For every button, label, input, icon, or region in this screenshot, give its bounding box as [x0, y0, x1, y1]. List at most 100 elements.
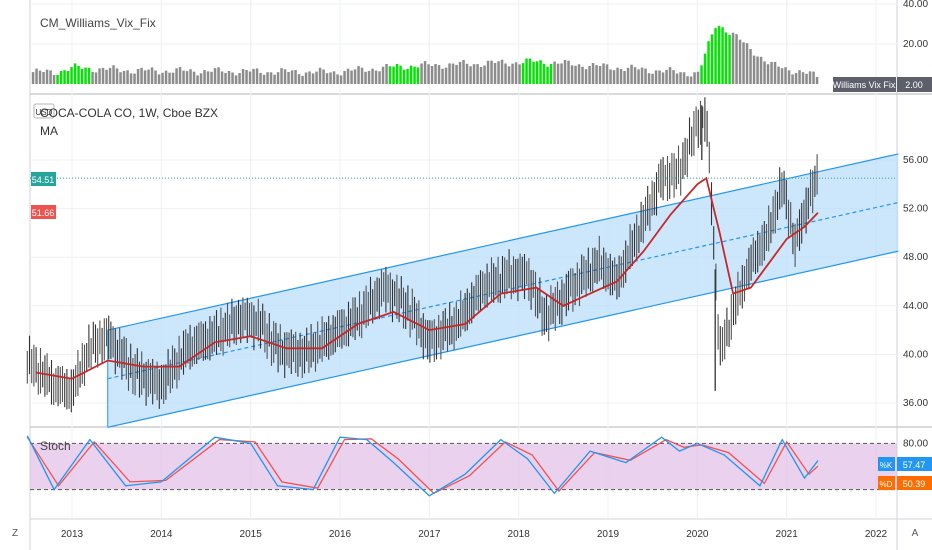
vix-bar	[364, 71, 367, 84]
vix-bar	[472, 64, 476, 84]
vix-bar	[812, 71, 815, 84]
vix-bar	[241, 69, 245, 84]
price-tag: 54.51	[31, 172, 56, 186]
vix-bar	[157, 74, 161, 84]
vix-bar	[665, 69, 668, 84]
timezone-toggle-icon[interactable]: Z	[12, 528, 18, 539]
vix-bar	[231, 72, 234, 84]
vix-bar	[490, 60, 493, 84]
vix-bar	[420, 63, 423, 84]
vix-bar	[570, 65, 574, 84]
price-tag-value: 54.51	[32, 175, 55, 185]
vix-bar	[745, 43, 749, 84]
vix-bar	[584, 69, 588, 84]
vix-bar	[777, 66, 780, 84]
currency-badge[interactable]	[33, 103, 55, 119]
vix-bar	[661, 72, 665, 84]
vix-bar	[756, 56, 759, 84]
vix-bar	[409, 65, 413, 84]
vix-bar	[297, 74, 301, 84]
vix-bar	[70, 67, 73, 84]
vix-axis-tick: 40.00	[903, 0, 928, 10]
vix-bar	[196, 75, 199, 84]
vix-bar	[371, 68, 374, 84]
vix-bar	[598, 66, 602, 84]
vix-bar	[455, 64, 458, 84]
vix-bar	[332, 71, 336, 84]
vix-bar	[203, 70, 206, 84]
vix-bar	[346, 68, 350, 84]
vix-bar	[252, 68, 255, 84]
ma-tag-value: 51.66	[32, 208, 55, 218]
vix-bar	[686, 76, 689, 84]
vix-bar	[395, 64, 399, 84]
vix-bar	[465, 63, 469, 84]
vix-bar	[637, 69, 640, 84]
vix-bar	[329, 72, 332, 84]
channel-upper-line	[107, 153, 899, 331]
vix-bar	[458, 61, 462, 84]
vix-bar	[710, 34, 714, 84]
vix-bar	[339, 75, 343, 84]
price-axis-tick: 40.00	[903, 349, 928, 360]
vix-bar	[378, 71, 381, 84]
vix-bar	[525, 58, 528, 84]
vix-bar	[126, 70, 129, 84]
vix-bar	[469, 66, 472, 84]
vix-bar	[763, 61, 766, 84]
price-series	[26, 97, 818, 413]
vix-bar	[612, 70, 616, 84]
vix-bar	[336, 74, 339, 84]
vix-bar	[360, 67, 364, 84]
vix-bar	[542, 63, 546, 84]
price-axis[interactable]: 40.00 20.00 56.00 52.00 48.00 44.00 40.00 36.00…	[903, 0, 928, 449]
vix-bar	[647, 73, 651, 84]
time-axis-label: 2014	[150, 529, 173, 540]
vix-bar	[217, 67, 220, 84]
vix-bar	[294, 70, 297, 84]
auto-scale-toggle-icon[interactable]: A	[912, 528, 919, 539]
time-axis[interactable]: 2013 2014 2015 2016 2017 2018 2019 2020 2021 2022	[61, 529, 888, 540]
vix-bar	[115, 68, 119, 84]
vix-bar	[353, 69, 357, 84]
vix-bar	[87, 67, 91, 84]
vix-bar	[392, 66, 395, 84]
vix-bar	[161, 72, 164, 84]
vix-bar	[507, 66, 511, 84]
time-axis-label: 2016	[329, 529, 352, 540]
vix-bar	[563, 59, 567, 84]
vix-last-value: 2.00	[905, 80, 923, 90]
vix-bar	[791, 74, 794, 84]
vix-bar	[399, 65, 402, 84]
vix-bar	[801, 72, 805, 84]
vix-bar	[98, 68, 101, 84]
vix-bar	[49, 70, 52, 84]
vix-bar	[381, 66, 385, 84]
vix-bar	[119, 72, 122, 84]
stoch-k-label: %K	[880, 461, 893, 470]
vix-bar	[448, 63, 451, 84]
vix-bar	[112, 65, 115, 84]
vix-bar	[136, 69, 140, 84]
vix-bar	[210, 71, 213, 84]
vix-bar	[658, 70, 661, 84]
vix-bar	[227, 71, 231, 84]
vix-bar	[206, 71, 210, 84]
vix-bar	[301, 75, 304, 84]
vix-bar	[780, 68, 784, 84]
vix-bar	[108, 67, 112, 84]
vix-bar	[73, 63, 77, 84]
vix-bar	[52, 75, 56, 84]
vix-bar	[154, 70, 157, 84]
vix-bar	[553, 61, 556, 84]
time-axis-label: 2021	[776, 529, 799, 540]
ma-tag: 51.66	[31, 205, 56, 219]
vix-bar	[402, 69, 406, 84]
time-axis-label: 2015	[240, 529, 263, 540]
time-axis-label: 2013	[61, 529, 84, 540]
vix-bar	[122, 70, 126, 84]
stoch-k-value: 57.47	[903, 460, 926, 470]
vix-bar	[189, 69, 192, 84]
vix-bar	[308, 71, 311, 84]
